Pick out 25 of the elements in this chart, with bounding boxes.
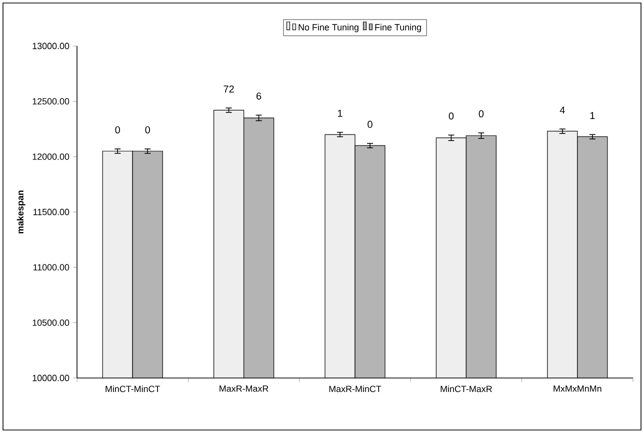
y-tick-label: 12500.00 — [32, 98, 70, 104]
x-tick-label: MaxR-MinCT — [329, 386, 382, 392]
x-tick-label: MaxR-MaxR — [220, 386, 268, 392]
annotation: 6 — [256, 92, 262, 100]
y-tick-label: 11500.00 — [33, 208, 70, 216]
y-tick-label: 12000.00 — [32, 153, 70, 160]
annotation: 72 — [224, 85, 234, 92]
x-tick-label: MinCT-MinCT — [106, 386, 160, 392]
annotation: 1 — [338, 110, 342, 117]
annotation: 0 — [115, 126, 120, 134]
y-axis-title: makespan — [16, 190, 26, 234]
y-tick-label: 10500.00 — [32, 319, 70, 326]
legend-label: No Fine Tuning — [298, 24, 358, 32]
y-tick-label: 11000.00 — [33, 264, 70, 270]
annotation: 4 — [560, 106, 565, 114]
y-tick-label: 10000.00 — [32, 374, 70, 382]
annotation: 0 — [478, 110, 484, 118]
annotation: 0 — [145, 126, 150, 134]
x-tick-label: MinCT-MaxR — [440, 386, 492, 392]
annotation: 1 — [590, 112, 595, 119]
legend-label: Fine Tuning — [375, 24, 421, 32]
annotation: 0 — [448, 112, 454, 120]
y-tick-label: 13000.00 — [32, 42, 70, 50]
annotation: 0 — [368, 120, 372, 128]
x-tick-label: MxMxMnMn — [554, 386, 602, 392]
